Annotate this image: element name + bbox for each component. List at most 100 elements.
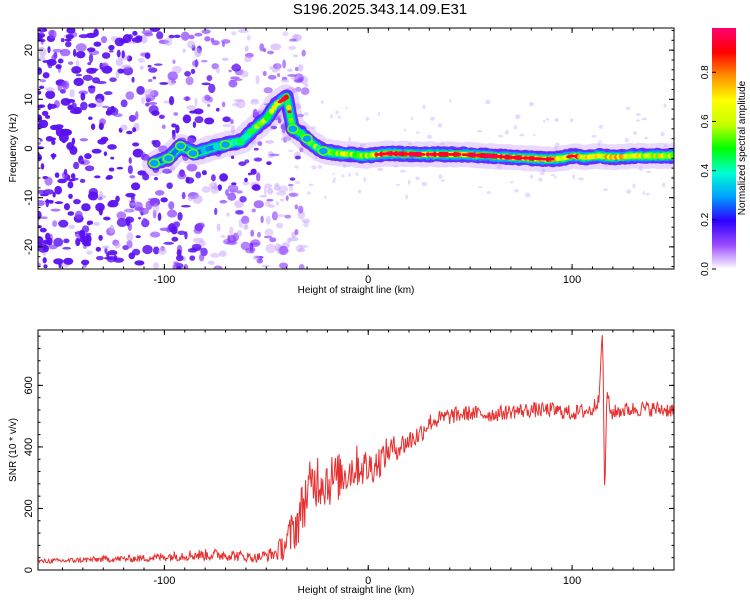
ridge-point [286,104,292,111]
noise-blob [183,96,191,101]
noise-blob [188,195,193,202]
noise-blob [211,174,216,182]
noise-blob [93,41,102,47]
ridge-peak [385,152,390,155]
noise-blob [115,70,120,79]
noise-blob [129,200,136,209]
noise-blob [215,266,220,269]
noise-blob [73,77,84,87]
noise-blob [303,112,309,116]
noise-blob [64,38,72,42]
noise-blob [510,181,514,184]
noise-blob [115,195,120,203]
noise-blob [222,124,232,128]
noise-blob [95,255,104,261]
noise-blob [220,234,226,238]
noise-blob [333,177,336,181]
noise-blob [449,99,452,104]
noise-blob [113,113,123,118]
noise-blob [299,147,304,153]
noise-blob [553,175,557,179]
noise-blob [86,250,93,255]
noise-blob [128,41,137,45]
noise-blob [271,68,278,73]
noise-blob [222,116,231,123]
noise-blob [109,224,115,234]
noise-blob [38,67,43,75]
noise-blob [190,68,196,75]
noise-blob [135,111,139,120]
noise-blob [67,211,75,216]
noise-blob [486,190,491,195]
noise-blob [289,177,296,181]
noise-blob [175,254,184,262]
noise-blob [87,61,92,66]
noise-blob [70,173,76,179]
noise-blob [204,94,211,101]
noise-blob [240,70,249,78]
noise-blob [270,125,277,130]
noise-blob [332,172,335,176]
ridge-point [288,117,294,123]
noise-blob [54,172,60,178]
noise-blob [161,124,166,129]
noise-blob [81,203,91,212]
noise-blob [204,117,215,125]
noise-blob [264,140,275,144]
noise-blob [240,241,251,251]
noise-blob [253,147,259,151]
noise-blob [440,179,445,182]
noise-blob [106,174,113,180]
noise-blob [94,175,101,179]
noise-blob [51,139,56,146]
noise-blob [63,257,74,265]
noise-blob [149,231,161,238]
snr-y-ticks: 0 200 400 600 [23,335,674,573]
noise-blob [513,125,518,130]
noise-blob [189,110,198,114]
noise-blob [395,183,401,186]
noise-blob [265,215,271,225]
noise-blob [95,98,103,108]
noise-blob [320,100,324,104]
noise-blob [235,209,244,215]
noise-blob [49,29,57,40]
y-tick-label: 0 [23,145,35,151]
colorbar-tick-label: 0.6 [700,114,711,128]
colorbar-gradient [712,28,736,269]
noise-blob [244,159,250,164]
noise-blob [279,198,285,202]
noise-blob [264,228,274,237]
noise-blob [635,113,641,116]
noise-blob [206,74,213,82]
noise-blob [39,79,47,83]
noise-blob [235,190,243,194]
noise-blob [98,234,103,241]
noise-blob [159,82,169,85]
noise-blob [255,75,260,85]
noise-blob [87,85,96,89]
noise-blob [554,145,558,151]
noise-blob [198,253,205,262]
noise-blob [642,190,645,196]
noise-blob [243,224,249,230]
noise-blob [43,189,54,195]
noise-blob [293,79,304,83]
noise-blob [46,58,57,66]
noise-blob [259,194,268,198]
noise-blob [485,99,491,105]
noise-blob [275,201,280,206]
noise-blob [145,200,153,210]
noise-blob [271,211,278,221]
noise-blob [135,35,143,40]
noise-blob [171,65,182,74]
noise-blob [635,119,641,122]
noise-blob [129,175,136,179]
noise-blob [204,36,211,42]
noise-blob [65,34,74,40]
ridge-peak [282,96,287,100]
y-tick-label: -20 [23,239,35,255]
noise-blob [195,171,202,179]
noise-blob [96,80,107,85]
noise-blob [184,71,191,77]
